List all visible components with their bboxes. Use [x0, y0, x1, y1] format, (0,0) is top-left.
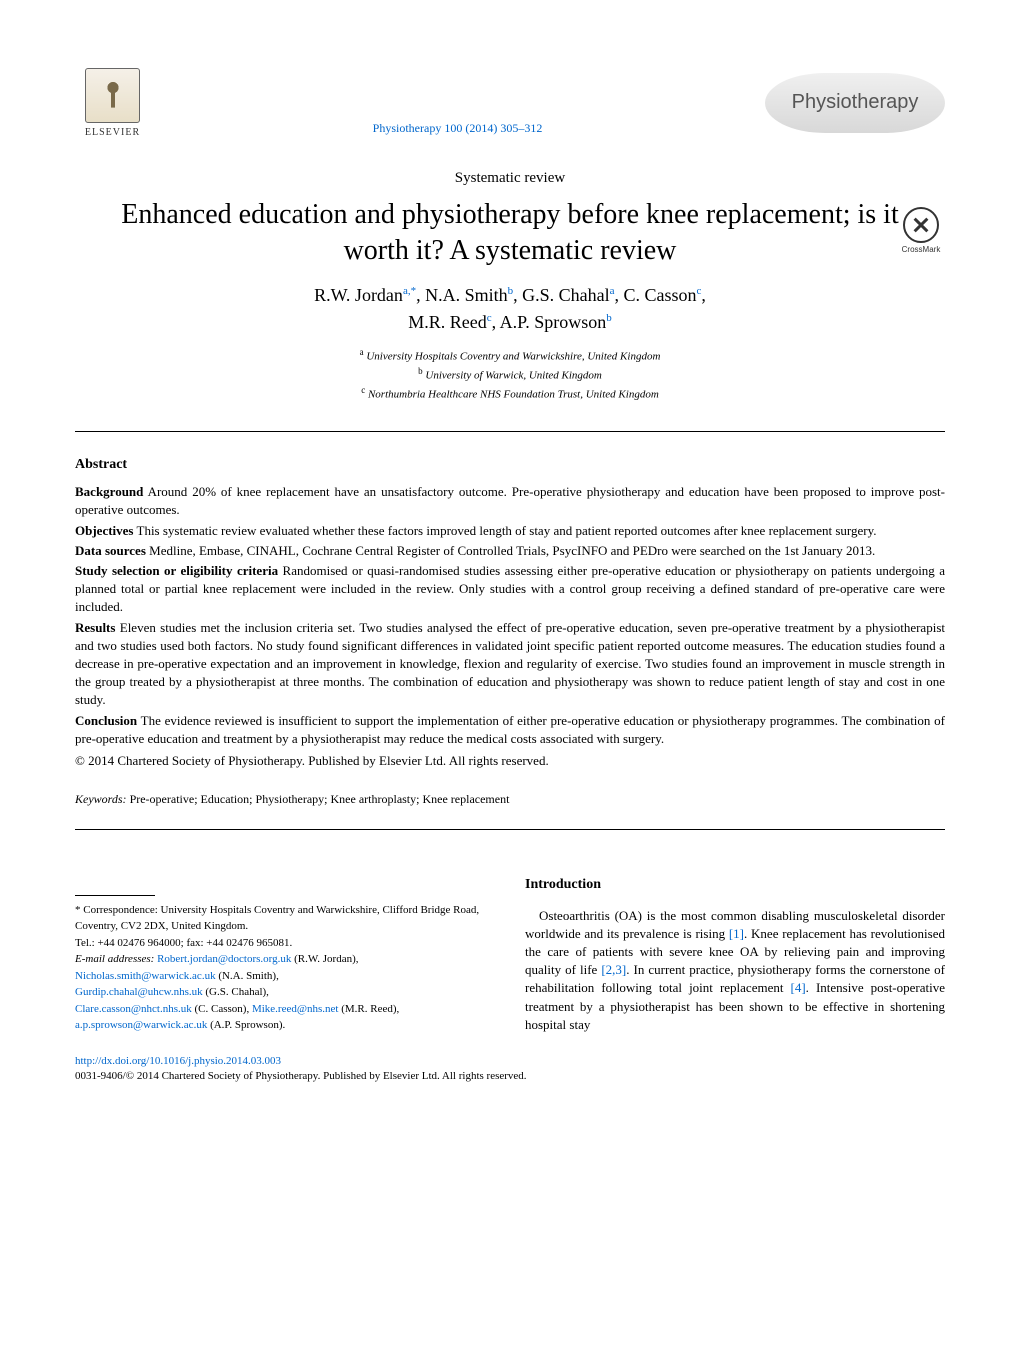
- page-footer: http://dx.doi.org/10.1016/j.physio.2014.…: [75, 1054, 945, 1085]
- author-name: , C. Casson: [614, 285, 696, 305]
- affil-marker: a: [360, 347, 364, 357]
- author-affil-sup[interactable]: b: [606, 312, 612, 324]
- email-who: (M.R. Reed),: [338, 1003, 399, 1015]
- email-who: (R.W. Jordan),: [291, 953, 358, 965]
- affil-marker: b: [418, 366, 423, 376]
- email-link[interactable]: Clare.casson@nhct.nhs.uk: [75, 1003, 192, 1015]
- email-who: (N.A. Smith),: [216, 970, 279, 982]
- crossmark-badge[interactable]: CrossMark: [897, 207, 945, 254]
- author-name: , G.S. Chahal: [513, 285, 610, 305]
- abstract-background-text: Around 20% of knee replacement have an u…: [75, 484, 945, 517]
- abstract-background-label: Background: [75, 484, 143, 499]
- keywords-text: Pre-operative; Education; Physiotherapy;…: [127, 792, 510, 806]
- abstract-body: Background Around 20% of knee replacemen…: [75, 483, 945, 770]
- author-affil-sup[interactable]: a,*: [403, 285, 416, 297]
- abstract-datasources-text: Medline, Embase, CINAHL, Cochrane Centra…: [146, 543, 875, 558]
- email-label: E-mail addresses:: [75, 953, 154, 965]
- author-name: R.W. Jordan: [314, 285, 403, 305]
- author-name: , N.A. Smith: [416, 285, 508, 305]
- keywords: Keywords: Pre-operative; Education; Phys…: [75, 792, 945, 807]
- article-title: Enhanced education and physiotherapy bef…: [75, 197, 945, 270]
- affiliation-text: University of Warwick, United Kingdom: [425, 370, 602, 382]
- abstract-conclusion-text: The evidence reviewed is insufficient to…: [75, 713, 945, 746]
- affiliation-text: Northumbria Healthcare NHS Foundation Tr…: [368, 389, 659, 401]
- divider: [75, 431, 945, 432]
- introduction-heading: Introduction: [525, 875, 945, 895]
- email-who: (C. Casson),: [192, 1003, 252, 1015]
- affil-marker: c: [361, 385, 365, 395]
- journal-ref-link[interactable]: Physiotherapy 100 (2014) 305–312: [373, 121, 543, 135]
- doi-link[interactable]: http://dx.doi.org/10.1016/j.physio.2014.…: [75, 1055, 281, 1067]
- abstract-datasources-label: Data sources: [75, 543, 146, 558]
- keywords-label: Keywords:: [75, 792, 127, 806]
- abstract-results-label: Results: [75, 620, 115, 635]
- elsevier-logo: ELSEVIER: [75, 60, 150, 145]
- footnote-rule: [75, 895, 155, 896]
- citation-link[interactable]: [4]: [791, 980, 806, 995]
- divider: [75, 829, 945, 830]
- citation-link[interactable]: [1]: [729, 926, 744, 941]
- author-name: M.R. Reed: [408, 312, 487, 332]
- journal-reference[interactable]: Physiotherapy 100 (2014) 305–312: [150, 69, 765, 136]
- right-column: Introduction Osteoarthritis (OA) is the …: [525, 875, 945, 1034]
- author-name: , A.P. Sprowson: [492, 312, 607, 332]
- footnotes: * Correspondence: University Hospitals C…: [75, 902, 495, 1034]
- body-columns: * Correspondence: University Hospitals C…: [75, 875, 945, 1034]
- issn-copyright: 0031-9406/© 2014 Chartered Society of Ph…: [75, 1070, 527, 1082]
- page-header: ELSEVIER Physiotherapy 100 (2014) 305–31…: [75, 60, 945, 145]
- article-type: Systematic review: [75, 170, 945, 187]
- crossmark-label: CrossMark: [902, 245, 941, 254]
- abstract-section: Abstract Background Around 20% of knee r…: [75, 457, 945, 770]
- affiliations: a University Hospitals Coventry and Warw…: [75, 346, 945, 403]
- abstract-selection-label: Study selection or eligibility criteria: [75, 563, 278, 578]
- elsevier-tree-icon: [85, 68, 140, 123]
- abstract-objectives-label: Objectives: [75, 523, 133, 538]
- abstract-heading: Abstract: [75, 457, 945, 473]
- journal-logo: Physiotherapy: [765, 73, 945, 133]
- email-link[interactable]: Mike.reed@nhs.net: [252, 1003, 339, 1015]
- crossmark-icon: [903, 207, 939, 243]
- email-who: (A.P. Sprowson).: [207, 1019, 285, 1031]
- email-who: (G.S. Chahal),: [203, 986, 269, 998]
- author-sep: ,: [701, 285, 706, 305]
- abstract-conclusion-label: Conclusion: [75, 713, 137, 728]
- authors: R.W. Jordana,*, N.A. Smith b , G.S. Chahal…: [75, 282, 945, 336]
- email-link[interactable]: Gurdip.chahal@uhcw.nhs.uk: [75, 986, 203, 998]
- email-link[interactable]: Nicholas.smith@warwick.ac.uk: [75, 970, 216, 982]
- abstract-objectives-text: This systematic review evaluated whether…: [133, 523, 876, 538]
- correspondence-label: * Correspondence:: [75, 904, 158, 916]
- abstract-results-text: Eleven studies met the inclusion criteri…: [75, 620, 945, 708]
- email-link[interactable]: a.p.sprowson@warwick.ac.uk: [75, 1019, 207, 1031]
- tel-fax: Tel.: +44 02476 964000; fax: +44 02476 9…: [75, 937, 292, 949]
- abstract-copyright: © 2014 Chartered Society of Physiotherap…: [75, 752, 945, 770]
- title-row: Enhanced education and physiotherapy bef…: [75, 197, 945, 282]
- elsevier-label: ELSEVIER: [85, 127, 140, 138]
- affiliation-text: University Hospitals Coventry and Warwic…: [366, 350, 660, 362]
- email-link[interactable]: Robert.jordan@doctors.org.uk: [157, 953, 291, 965]
- citation-link[interactable]: [2,3]: [601, 962, 626, 977]
- left-column: * Correspondence: University Hospitals C…: [75, 875, 495, 1034]
- introduction-paragraph: Osteoarthritis (OA) is the most common d…: [525, 907, 945, 1034]
